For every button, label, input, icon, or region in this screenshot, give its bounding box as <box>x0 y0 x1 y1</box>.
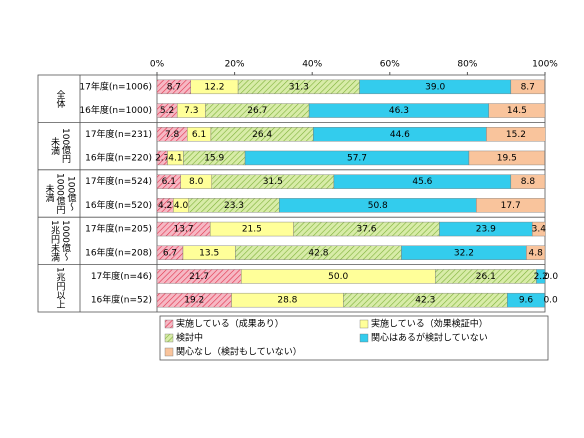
bar-segment <box>486 127 546 142</box>
value-label: 50.8 <box>368 201 388 211</box>
value-label: 8.7 <box>167 82 181 92</box>
value-label: 57.7 <box>347 153 367 163</box>
y-tick-label: 17年度(n=1006) <box>79 80 152 92</box>
value-label: 9.6 <box>519 296 534 306</box>
value-label: 42.3 <box>415 296 435 306</box>
value-label: 8.7 <box>521 82 535 92</box>
group-label: 1000億～1兆円未満 <box>49 220 70 262</box>
value-label: 15.9 <box>204 153 224 163</box>
legend-swatch <box>359 333 369 343</box>
value-label: 26.1 <box>476 272 496 282</box>
x-tick-label: 80% <box>457 60 477 70</box>
value-label: 4.2 <box>158 201 172 211</box>
x-tick-label: 0% <box>150 60 165 70</box>
value-label: 19.2 <box>184 296 204 306</box>
y-tick-label: 16年度(n=520) <box>85 199 152 211</box>
value-label: 21.7 <box>189 272 209 282</box>
value-label: 7.8 <box>165 130 180 140</box>
group-label: 100億～1000億円未満 <box>43 173 76 214</box>
value-label: 12.2 <box>204 82 224 92</box>
value-label: 23.3 <box>224 201 244 211</box>
value-label: 0.0 <box>544 272 559 282</box>
value-label: 14.5 <box>507 106 527 116</box>
bar-segment <box>510 174 546 189</box>
legend-swatch <box>164 319 174 329</box>
value-label: 3.4 <box>532 225 547 235</box>
group-label: 100億円未満 <box>49 128 70 164</box>
y-tick-label: 16年度(n=208) <box>85 246 152 258</box>
y-tick-label: 17年度(n=205) <box>85 223 152 235</box>
value-label: 4.1 <box>168 153 182 163</box>
legend-label: 関心はあるが検討していない <box>371 332 488 344</box>
value-label: 8.8 <box>521 177 536 187</box>
value-label: 17.7 <box>501 201 521 211</box>
bar-segment <box>536 269 546 284</box>
value-label: 50.0 <box>328 272 348 282</box>
plot-frame <box>37 74 546 313</box>
value-label: 31.3 <box>289 82 309 92</box>
value-label: 5.2 <box>160 106 174 116</box>
value-label: 6.1 <box>192 130 206 140</box>
x-tick-label: 20% <box>225 60 245 70</box>
bar-segment <box>510 79 545 95</box>
value-label: 6.1 <box>162 177 176 187</box>
legend-label: 実施している（効果検証中） <box>371 318 488 330</box>
value-label: 32.2 <box>454 248 474 258</box>
y-tick-label: 16年度(n=220) <box>85 151 152 163</box>
y-tick-label: 17年度(n=524) <box>85 175 152 187</box>
x-tick-label: 40% <box>302 60 322 70</box>
group-label: 1兆円以上 <box>54 267 65 310</box>
value-label: 0.0 <box>543 296 558 306</box>
y-tick-label: 17年度(n=231) <box>85 128 152 140</box>
legend-label: 実施している（成果あり） <box>176 318 284 330</box>
value-label: 28.8 <box>277 296 297 306</box>
value-label: 37.6 <box>356 225 376 235</box>
legend-label: 関心なし（検討もしていない） <box>176 346 302 358</box>
value-label: 19.5 <box>497 153 517 163</box>
value-label: 6.7 <box>163 248 177 258</box>
value-label: 44.6 <box>390 130 410 140</box>
value-label: 2.7 <box>155 153 169 163</box>
value-label: 39.0 <box>425 82 445 92</box>
value-label: 45.6 <box>412 177 432 187</box>
y-tick-label: 16年度(n=52) <box>91 294 152 306</box>
y-tick-label: 17年度(n=46) <box>91 270 152 282</box>
value-label: 8.0 <box>189 177 204 187</box>
bar-segment <box>476 198 546 213</box>
x-tick-label: 100% <box>532 60 558 70</box>
value-label: 46.3 <box>389 106 409 116</box>
value-label: 4.0 <box>174 201 189 211</box>
x-tick-label: 60% <box>380 60 400 70</box>
y-tick-label: 16年度(n=1000) <box>79 104 152 116</box>
value-label: 26.7 <box>247 106 267 116</box>
legend-frame <box>159 315 549 361</box>
value-label: 13.5 <box>199 248 219 258</box>
value-label: 4.8 <box>529 248 544 258</box>
value-label: 42.8 <box>308 248 328 258</box>
legend-label: 検討中 <box>176 332 203 344</box>
bar-segment <box>468 150 545 166</box>
bar-segment <box>531 221 546 237</box>
value-label: 13.7 <box>174 225 194 235</box>
value-label: 21.5 <box>242 225 262 235</box>
bar-segment <box>507 292 545 308</box>
bar-segment <box>526 245 546 260</box>
legend-swatch <box>359 319 369 329</box>
bar-segment <box>488 103 546 118</box>
group-label: 全体 <box>54 89 65 108</box>
value-label: 2.2 <box>534 272 548 282</box>
value-label: 23.9 <box>476 225 496 235</box>
value-label: 31.5 <box>263 177 283 187</box>
legend-swatch <box>164 333 174 343</box>
legend-swatch <box>164 347 174 357</box>
value-label: 15.2 <box>506 130 526 140</box>
value-label: 26.4 <box>252 130 272 140</box>
value-label: 7.3 <box>184 106 198 116</box>
